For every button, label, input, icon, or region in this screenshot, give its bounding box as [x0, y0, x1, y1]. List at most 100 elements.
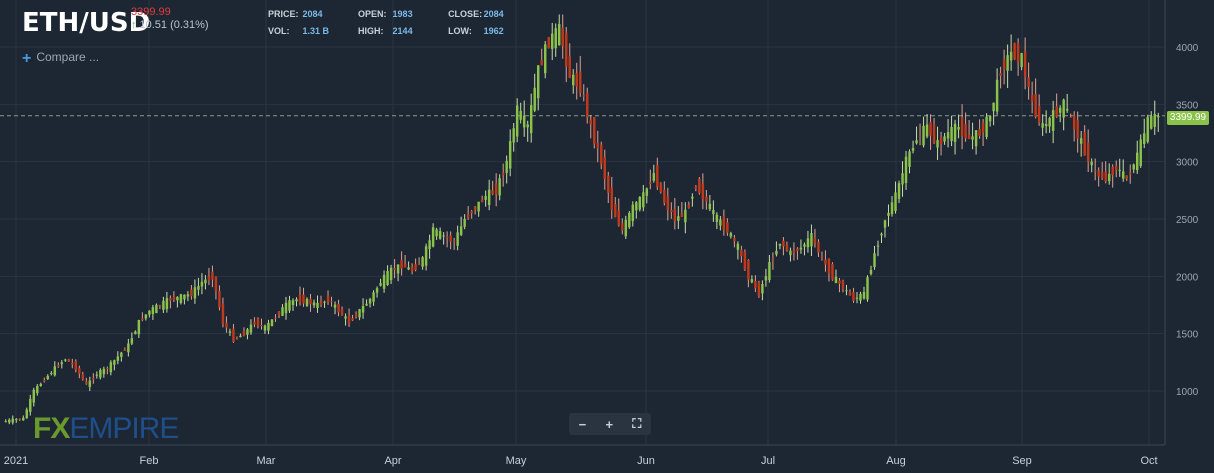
- candle-down: [621, 223, 624, 231]
- candle-up: [32, 389, 36, 403]
- candle-down: [158, 305, 162, 307]
- candle-down: [610, 187, 614, 210]
- candle-down: [1023, 51, 1027, 78]
- candle-up: [1041, 123, 1044, 128]
- candle-up: [505, 160, 508, 173]
- candle-down: [726, 222, 729, 233]
- candle-down: [452, 240, 456, 242]
- candle-up: [925, 124, 929, 137]
- candle-down: [302, 294, 305, 304]
- candle-down: [347, 315, 351, 324]
- candle-up: [95, 374, 99, 376]
- candle-up: [915, 140, 918, 144]
- candle-up: [183, 294, 186, 300]
- candle-down: [1104, 171, 1107, 182]
- candle-up: [1143, 133, 1146, 144]
- candle-down: [852, 292, 855, 301]
- zoom-out-button[interactable]: −: [578, 416, 587, 432]
- candle-down: [649, 181, 652, 185]
- candle-down: [659, 183, 663, 193]
- zoom-in-button[interactable]: +: [605, 416, 614, 432]
- candle-up: [246, 329, 249, 335]
- candle-down: [680, 213, 684, 217]
- candle-up: [1079, 138, 1083, 144]
- candle-up: [386, 271, 389, 286]
- candle-down: [663, 189, 666, 204]
- candle-up: [810, 233, 813, 247]
- candle-down: [277, 311, 281, 315]
- candle-up: [533, 87, 536, 111]
- candle-up: [519, 110, 522, 120]
- candle-down: [501, 172, 505, 176]
- candle-down: [1093, 170, 1097, 172]
- candle-down: [1013, 43, 1016, 60]
- candle-up: [908, 151, 911, 167]
- candle-down: [999, 73, 1002, 76]
- compare-button[interactable]: + Compare ...: [22, 50, 99, 68]
- candle-down: [18, 418, 21, 420]
- arrow-up-icon: ↑: [131, 19, 137, 31]
- candle-down: [400, 259, 403, 269]
- candle-up: [8, 419, 11, 423]
- candle-up: [953, 123, 957, 142]
- candle-down: [106, 368, 109, 370]
- candle-down: [565, 32, 568, 67]
- candle-up: [267, 322, 270, 331]
- candle-down: [410, 266, 414, 272]
- candle-up: [344, 316, 347, 319]
- candle-down: [596, 142, 599, 149]
- candle-down: [782, 240, 785, 247]
- candle-down: [169, 298, 172, 301]
- candle-up: [1006, 55, 1009, 71]
- candle-up: [904, 156, 908, 183]
- candle-up: [134, 331, 137, 335]
- candle-up: [421, 257, 424, 267]
- candle-down: [1083, 132, 1086, 156]
- candle-up: [768, 262, 771, 280]
- last-price: 3399.99: [131, 6, 171, 18]
- candle-up: [1139, 139, 1142, 167]
- candle-up: [197, 285, 200, 290]
- candle-up: [558, 24, 561, 46]
- candle-up: [487, 189, 491, 206]
- candle-up: [736, 243, 740, 250]
- candle-up: [1118, 169, 1121, 171]
- candle-up: [477, 201, 480, 212]
- candle-down: [71, 362, 74, 365]
- candle-up: [1136, 152, 1139, 171]
- candle-down: [207, 276, 211, 281]
- candle-up: [543, 44, 547, 74]
- candle-up: [284, 302, 288, 314]
- candle-up: [428, 240, 431, 250]
- price-label: PRICE:: [268, 9, 299, 19]
- candle-up: [113, 360, 116, 365]
- candle-up: [120, 352, 123, 357]
- candle-up: [806, 238, 810, 248]
- candle-up: [883, 220, 887, 228]
- candle-up: [137, 319, 141, 335]
- candle-up: [638, 196, 642, 210]
- change-text: 10.51 (0.31%): [139, 19, 209, 31]
- candle-down: [1037, 106, 1041, 123]
- fit-screen-button[interactable]: ⛶: [632, 416, 642, 431]
- candle-up: [799, 247, 803, 250]
- candle-down: [1100, 171, 1104, 179]
- candle-up: [64, 359, 67, 361]
- ohlc-stats: PRICE: 2084 OPEN: 1983 CLOSE: 2084 VOL: …: [268, 9, 504, 43]
- candle-up: [4, 421, 7, 423]
- y-tick-label: 3500: [1176, 100, 1199, 111]
- candle-down: [1111, 166, 1114, 176]
- candle-down: [85, 381, 88, 385]
- low-value: 1962: [483, 26, 504, 36]
- close-label: CLOSE:: [448, 9, 483, 19]
- candle-up: [200, 281, 204, 287]
- candle-up: [712, 209, 715, 215]
- candle-up: [312, 302, 316, 306]
- candle-up: [869, 269, 873, 274]
- candle-down: [687, 204, 691, 208]
- candle-up: [109, 362, 113, 373]
- candle-up: [845, 290, 848, 292]
- candle-up: [522, 115, 526, 128]
- candle-down: [656, 164, 659, 187]
